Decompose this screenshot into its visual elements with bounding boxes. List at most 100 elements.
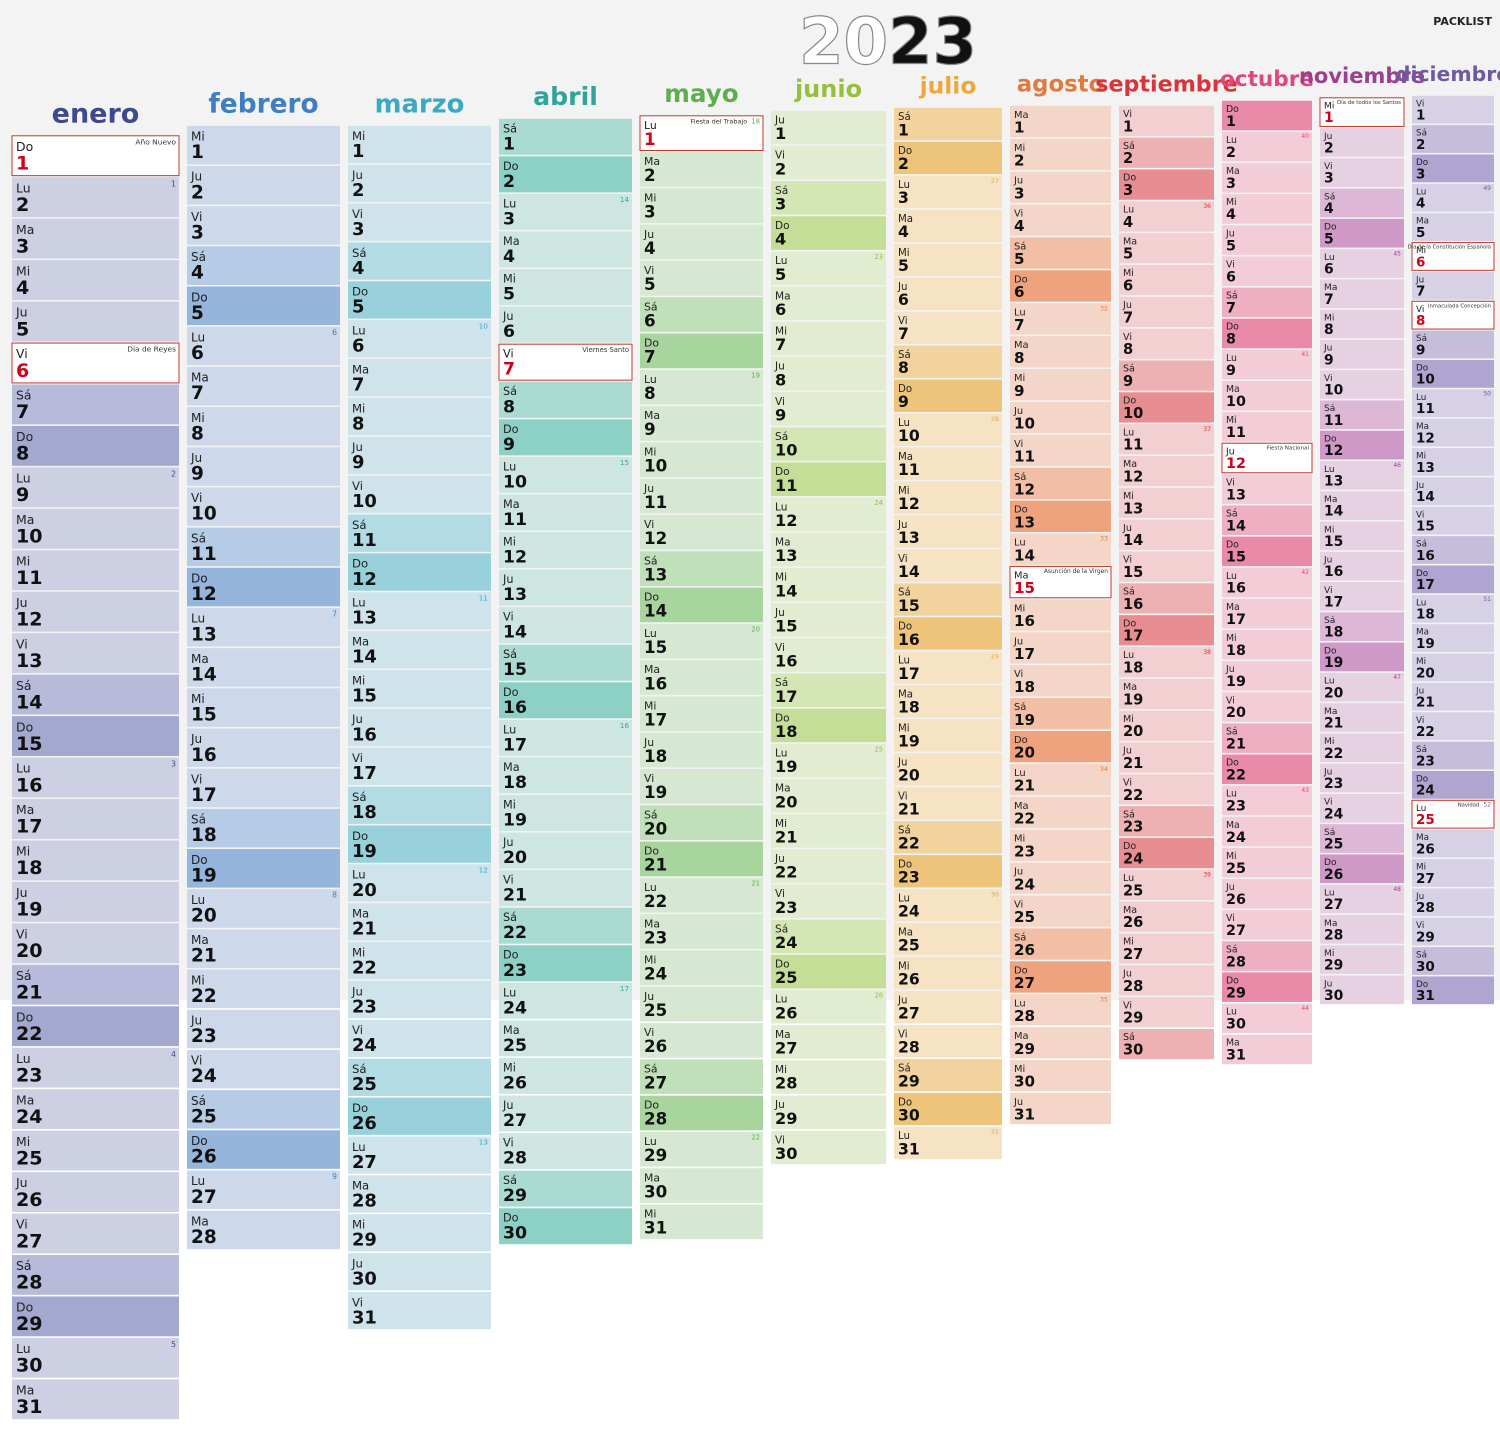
day-number: 2 [352,180,364,201]
day-number: 19 [503,810,527,830]
month-name: febrero [208,89,318,120]
day-number: 18 [1014,678,1035,696]
day-cell [1320,158,1404,187]
day-cell [12,716,179,756]
day-number: 14 [644,602,667,621]
weekday: Lu [775,501,787,513]
weekday: Ma [644,1171,660,1184]
day-cell [12,177,179,218]
weekday: Mi [16,844,30,859]
weekday: Mi [1014,834,1025,845]
weekday: Vi [1416,99,1424,109]
day-cell [187,607,340,647]
day-number: 15 [503,660,527,680]
day-cell [1119,774,1214,805]
day-number: 10 [1324,383,1344,399]
weekday: Vi [898,316,908,327]
week-number: 45 [1393,250,1401,257]
day-number: 13 [775,546,797,565]
weekday: Vi [898,1029,908,1040]
weekday: Ju [1415,686,1424,696]
weekday: Vi [191,772,202,786]
day-cell [1222,131,1312,162]
day-number: 14 [775,581,797,600]
weekday: Do [1123,841,1136,852]
weekday: Vi [775,396,785,408]
day-cell [894,889,1002,922]
day-number: 23 [191,1026,217,1047]
day-number: 1 [1416,108,1425,124]
day-cell [1222,163,1312,193]
day-cell [894,345,1002,378]
day-number: 16 [1324,564,1343,580]
weekday: Vi [191,210,202,224]
day-number: 26 [503,1073,527,1093]
day-cell [1412,976,1494,1005]
day-number: 10 [16,526,43,548]
day-cell [1412,565,1494,594]
weekday: Lu [1324,889,1335,899]
weekday: Mi [1123,937,1134,948]
holiday-name: Día de Reyes [127,345,176,354]
day-cell [11,135,180,177]
weekday: Lu [191,893,205,907]
weekday: Mi [1416,452,1426,462]
weekday: Lu [503,197,516,210]
day-number: 12 [898,495,920,513]
day-number: 15 [1123,564,1143,581]
day-cell [640,623,763,659]
day-cell [640,696,763,732]
day-number: 12 [352,569,377,590]
weekday: Sá [1014,931,1026,943]
day-cell [348,1058,491,1096]
weekday: Lu [1416,187,1426,197]
day-cell [12,301,179,342]
day-cell [499,231,632,268]
weekday: Vi [1416,921,1424,931]
week-number: 25 [875,745,884,753]
day-number: 19 [191,865,217,886]
day-cell [1119,551,1214,582]
day-number: 14 [1416,489,1435,505]
day-cell [12,799,179,839]
day-number: 22 [775,863,797,882]
day-cell [187,286,340,326]
day-cell [1222,567,1312,598]
weekday: Sá [191,531,206,545]
day-cell [499,494,632,531]
day-number: 1 [191,142,204,163]
day-cell [771,216,886,250]
day-number: 11 [352,530,377,551]
day-cell [348,747,491,786]
day-number: 8 [352,413,364,434]
day-number: 29 [898,1072,920,1090]
day-cell [1412,888,1494,917]
day-number: 24 [644,965,667,984]
weekday: Sá [16,388,32,403]
day-number: 7 [1226,301,1236,317]
weekday: Sá [775,677,788,689]
day-number: 21 [1226,736,1246,752]
week-number: 41 [1301,351,1309,358]
weekday: Ju [1323,132,1332,142]
day-number: 7 [1416,284,1425,300]
weekday: Lu [352,324,366,338]
day-cell [1119,678,1214,710]
day-number: 2 [503,172,515,192]
day-number: 2 [644,166,656,185]
weekday: Ju [643,736,654,749]
day-number: 5 [16,318,29,340]
day-number: 17 [644,711,667,730]
weekday: Ju [190,1013,202,1027]
day-number: 28 [1226,954,1246,970]
weekday: Sá [644,1062,658,1075]
weekday: Do [16,719,33,734]
weekday: Mi [352,945,365,959]
day-number: 24 [775,933,797,952]
day-cell [1119,169,1214,200]
weekday: Mi [191,692,205,706]
day-cell [1119,615,1214,646]
day-cell [1222,194,1312,224]
day-cell [499,1208,632,1245]
